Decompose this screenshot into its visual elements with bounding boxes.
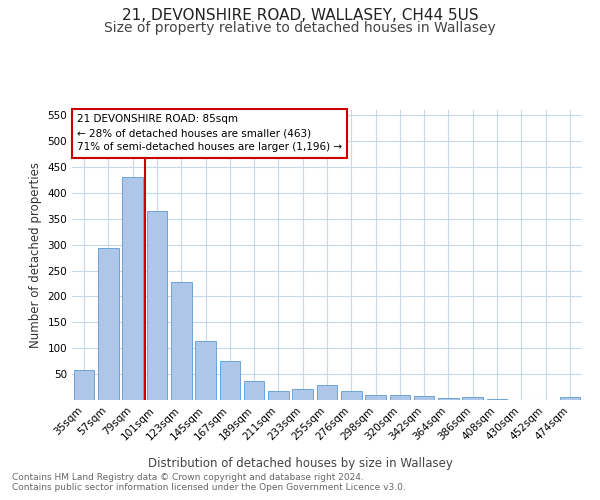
Y-axis label: Number of detached properties: Number of detached properties <box>29 162 42 348</box>
Bar <box>268 390 289 400</box>
Bar <box>292 388 313 400</box>
Bar <box>341 391 362 400</box>
Text: Distribution of detached houses by size in Wallasey: Distribution of detached houses by size … <box>148 458 452 470</box>
Bar <box>122 178 143 400</box>
Bar <box>438 398 459 400</box>
Bar <box>244 381 265 400</box>
Bar <box>414 396 434 400</box>
Bar <box>560 398 580 400</box>
Bar <box>74 370 94 400</box>
Bar <box>98 248 119 400</box>
Text: Size of property relative to detached houses in Wallasey: Size of property relative to detached ho… <box>104 21 496 35</box>
Bar <box>463 398 483 400</box>
Text: Contains HM Land Registry data © Crown copyright and database right 2024.
Contai: Contains HM Land Registry data © Crown c… <box>12 472 406 492</box>
Text: 21, DEVONSHIRE ROAD, WALLASEY, CH44 5US: 21, DEVONSHIRE ROAD, WALLASEY, CH44 5US <box>122 8 478 22</box>
Bar <box>317 385 337 400</box>
Bar <box>195 342 216 400</box>
Text: 21 DEVONSHIRE ROAD: 85sqm
← 28% of detached houses are smaller (463)
71% of semi: 21 DEVONSHIRE ROAD: 85sqm ← 28% of detac… <box>77 114 342 152</box>
Bar <box>171 282 191 400</box>
Bar <box>365 395 386 400</box>
Bar <box>389 395 410 400</box>
Bar <box>220 360 240 400</box>
Bar <box>146 211 167 400</box>
